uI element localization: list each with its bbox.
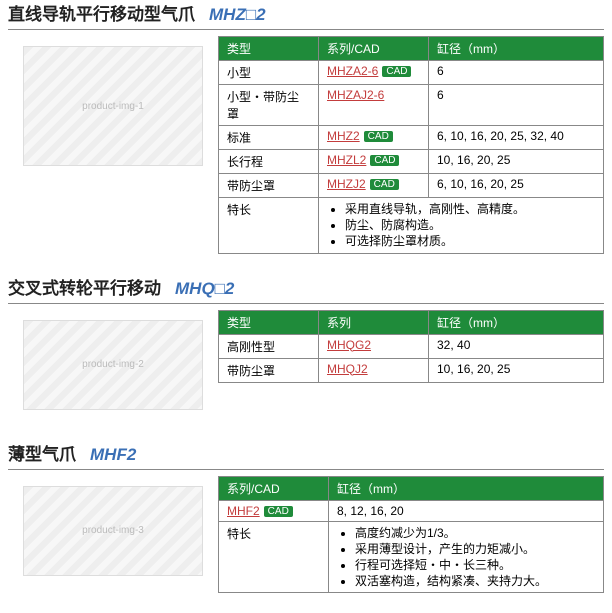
table-header-row: 系列/CAD缸径（mm） [219,476,604,500]
cell-bore: 32, 40 [429,334,604,358]
cell-type: 带防尘罩 [219,358,319,382]
cell-bore: 10, 16, 20, 25 [429,358,604,382]
spec-table: 类型系列/CAD缸径（mm）小型MHZA2-6CAD6小型・带防尘罩MHZAJ2… [218,36,604,254]
series-link[interactable]: MHZJ2 [327,177,366,191]
cell-series: MHF2 CAD [219,500,329,521]
cell-type: 小型・带防尘罩 [219,85,319,126]
product-image: product-img-1 [8,36,218,176]
cell-type: 高刚性型 [219,334,319,358]
col-series: 系列/CAD [219,476,329,500]
series-link[interactable]: MHZAJ2-6 [327,88,384,102]
cell-bore: 10, 16, 20, 25 [429,150,604,174]
features-cell: 采用直线导轨，高刚性、高精度。防尘、防腐构造。可选择防尘罩材质。 [319,198,604,254]
table-row: 小型 MHZA2-6 CAD 6 [219,61,604,85]
features-label: 特长 [219,521,329,593]
cad-badge[interactable]: CAD [382,66,411,77]
series-link[interactable]: MHZL2 [327,153,366,167]
col-series: 系列 [319,310,429,334]
cad-badge[interactable]: CAD [370,155,399,166]
cell-series: MHZL2 CAD [319,150,429,174]
table-row: MHF2 CAD 8, 12, 16, 20 [219,500,604,521]
table-row: 长行程 MHZL2 CAD 10, 16, 20, 25 [219,150,604,174]
section-title-code: MHQ□2 [175,279,234,298]
spec-table-wrap: 类型系列/CAD缸径（mm）小型MHZA2-6CAD6小型・带防尘罩MHZAJ2… [218,36,604,254]
feature-item: 采用薄型设计，产生的力矩减小。 [355,541,595,557]
cell-type: 长行程 [219,150,319,174]
cad-badge[interactable]: CAD [364,131,393,142]
cad-badge[interactable]: CAD [370,179,399,190]
table-row: 带防尘罩 MHQJ2 10, 16, 20, 25 [219,358,604,382]
cell-series: MHZAJ2-6 [319,85,429,126]
product-image: product-img-2 [8,310,218,420]
series-link[interactable]: MHZA2-6 [327,64,378,78]
cell-series: MHZ2 CAD [319,126,429,150]
table-row: 小型・带防尘罩 MHZAJ2-6 6 [219,85,604,126]
cell-series: MHQJ2 [319,358,429,382]
feature-item: 可选择防尘罩材质。 [345,233,595,249]
features-list: 采用直线导轨，高刚性、高精度。防尘、防腐构造。可选择防尘罩材质。 [327,201,595,250]
section-heading: 薄型气爪 MHF2 [8,440,604,470]
features-list: 高度约减少为1/3。采用薄型设计，产生的力矩减小。行程可选择短・中・长三种。双活… [337,525,595,590]
cell-bore: 6, 10, 16, 20, 25, 32, 40 [429,126,604,150]
table-row: 标准 MHZ2 CAD 6, 10, 16, 20, 25, 32, 40 [219,126,604,150]
section-body: product-img-1类型系列/CAD缸径（mm）小型MHZA2-6CAD6… [8,36,604,254]
col-bore: 缸径（mm） [429,310,604,334]
spec-table-wrap: 系列/CAD缸径（mm）MHF2CAD8, 12, 16, 20特长高度约减少为… [218,476,604,594]
cad-badge[interactable]: CAD [264,506,293,517]
feature-item: 行程可选择短・中・长三种。 [355,557,595,573]
section-heading: 直线导轨平行移动型气爪 MHZ□2 [8,0,604,30]
cell-series: MHQG2 [319,334,429,358]
table-row: 带防尘罩 MHZJ2 CAD 6, 10, 16, 20, 25 [219,174,604,198]
series-link[interactable]: MHQJ2 [327,362,368,376]
section-title-zh: 交叉式转轮平行移动 [8,279,161,298]
product-section: 交叉式转轮平行移动MHQ□2product-img-2类型系列缸径（mm）高刚性… [0,274,612,420]
cell-bore: 8, 12, 16, 20 [329,500,604,521]
section-title-zh: 直线导轨平行移动型气爪 [8,5,195,24]
table-header-row: 类型系列/CAD缸径（mm） [219,37,604,61]
product-image: product-img-3 [8,476,218,586]
section-heading: 交叉式转轮平行移动 MHQ□2 [8,274,604,304]
section-title-zh: 薄型气爪 [8,445,76,464]
table-row: 高刚性型 MHQG2 32, 40 [219,334,604,358]
feature-item: 防尘、防腐构造。 [345,217,595,233]
feature-item: 采用直线导轨，高刚性、高精度。 [345,201,595,217]
col-series: 系列/CAD [319,37,429,61]
features-cell: 高度约减少为1/3。采用薄型设计，产生的力矩减小。行程可选择短・中・长三种。双活… [329,521,604,593]
image-placeholder: product-img-1 [23,46,203,166]
product-section: 直线导轨平行移动型气爪 MHZ□2 product-img-1 类型系列/CAD缸径（… [0,0,612,254]
product-section: 薄型气爪MHF2product-img-3系列/CAD缸径（mm）MHF2CAD… [0,440,612,594]
feature-item: 高度约减少为1/3。 [355,525,595,541]
series-link[interactable]: MHQG2 [327,338,371,352]
col-bore: 缸径（mm） [429,37,604,61]
features-label: 特长 [219,198,319,254]
section-body: product-img-3 系列/CAD缸径（mm） MHF2 CAD 8, 12, 1… [8,476,604,594]
col-type: 类型 [219,310,319,334]
image-placeholder: product-img-3 [23,486,203,576]
spec-table-wrap: 类型系列缸径（mm）高刚性型MHQG232, 40带防尘罩MHQJ210, 16… [218,310,604,383]
cell-series: MHZA2-6 CAD [319,61,429,85]
spec-table: 系列/CAD缸径（mm）MHF2CAD8, 12, 16, 20特长高度约减少为… [218,476,604,594]
section-title-code: MHF2 [90,445,136,464]
feature-item: 双活塞构造，结构紧凑、夹持力大。 [355,573,595,589]
cell-bore: 6 [429,61,604,85]
section-body: product-img-2类型系列缸径（mm）高刚性型MHQG232, 40带防… [8,310,604,420]
section-title-code: MHZ□2 [209,5,266,24]
table-header-row: 类型系列缸径（mm） [219,310,604,334]
col-type: 类型 [219,37,319,61]
features-row: 特长采用直线导轨，高刚性、高精度。防尘、防腐构造。可选择防尘罩材质。 [219,198,604,254]
cell-bore: 6 [429,85,604,126]
features-row: 特长高度约减少为1/3。采用薄型设计，产生的力矩减小。行程可选择短・中・长三种。… [219,521,604,593]
col-bore: 缸径（mm） [329,476,604,500]
cell-bore: 6, 10, 16, 20, 25 [429,174,604,198]
image-placeholder: product-img-2 [23,320,203,410]
cell-type: 标准 [219,126,319,150]
cell-type: 小型 [219,61,319,85]
series-link[interactable]: MHZ2 [327,129,360,143]
cell-series: MHZJ2 CAD [319,174,429,198]
cell-type: 带防尘罩 [219,174,319,198]
spec-table: 类型系列缸径（mm）高刚性型MHQG232, 40带防尘罩MHQJ210, 16… [218,310,604,383]
series-link[interactable]: MHF2 [227,504,260,518]
